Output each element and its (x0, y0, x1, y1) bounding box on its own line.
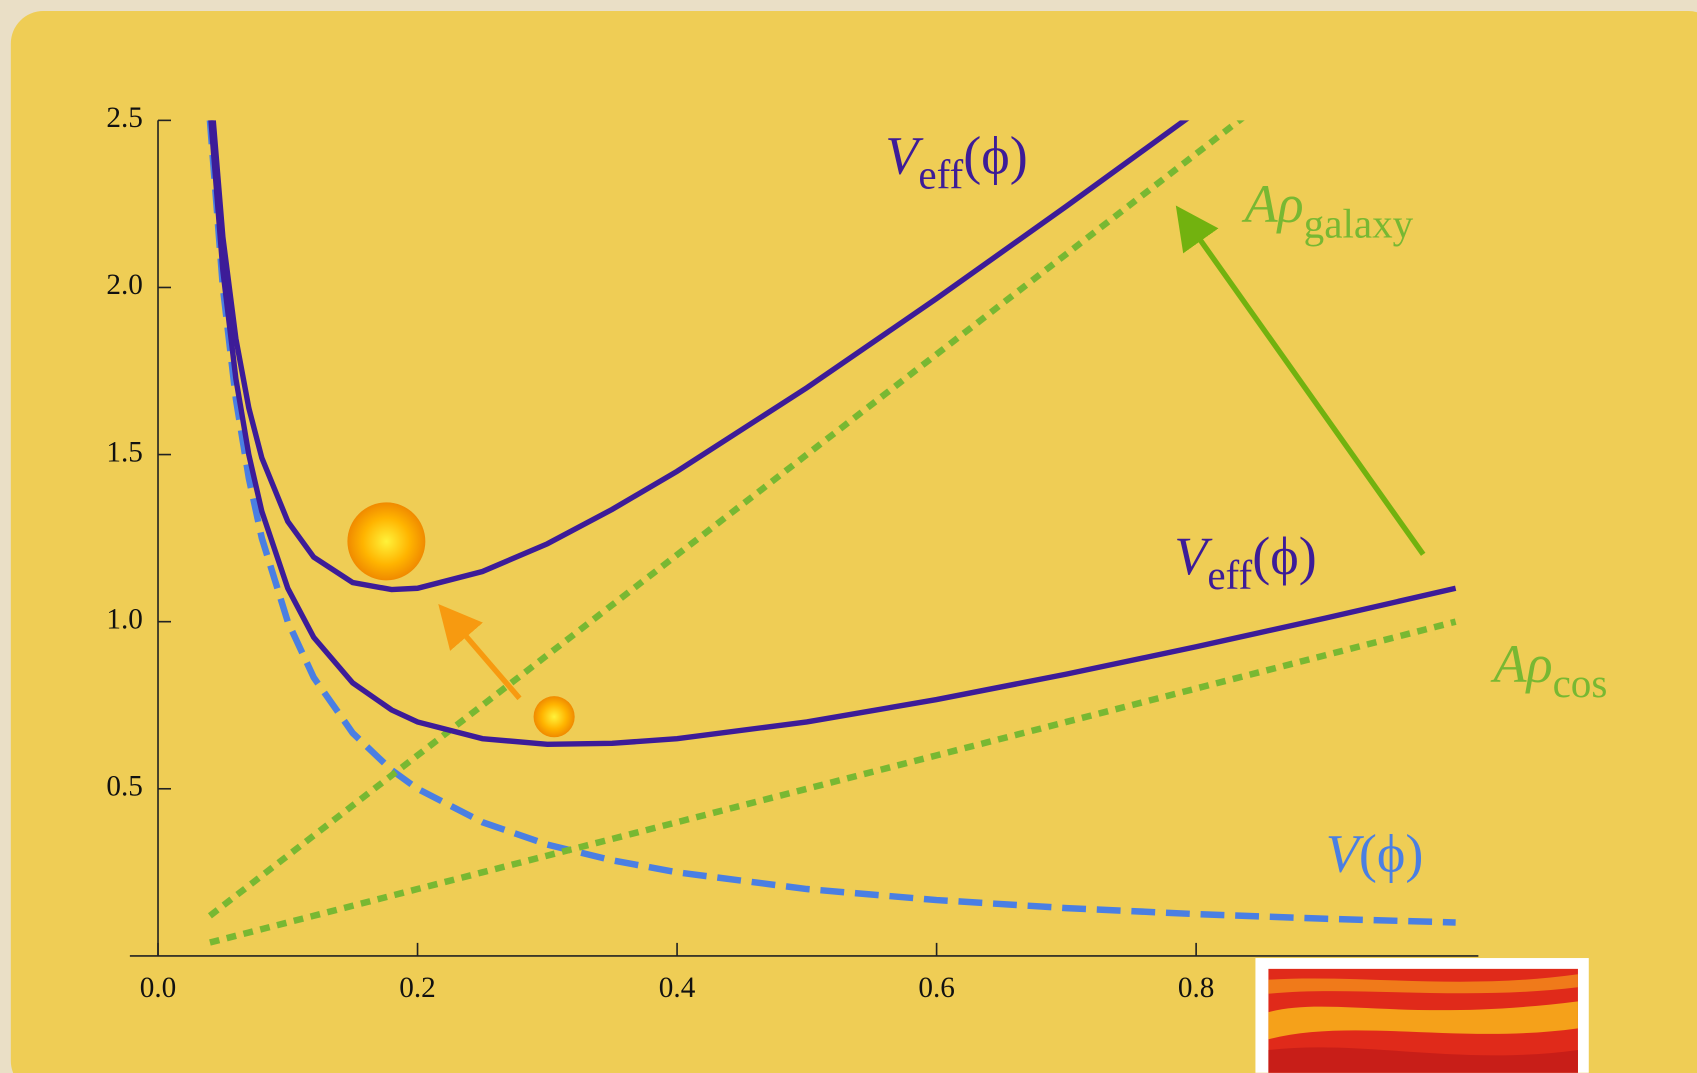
label-sub: cos (1553, 660, 1608, 706)
label-base: Aρ (1242, 174, 1304, 234)
x-tick-label: 0.4 (659, 972, 696, 1004)
label-sub: galaxy (1304, 200, 1414, 246)
x-tick-label: 0.6 (918, 972, 955, 1004)
x-tick-label: 0.8 (1178, 972, 1215, 1004)
x-tick-label: 0.2 (399, 972, 436, 1004)
y-tick-label: 2.0 (106, 269, 143, 301)
y-tick-label: 1.5 (106, 436, 143, 468)
ball (347, 502, 425, 580)
series-label: V(ϕ) (1326, 823, 1424, 883)
label-tail: (ϕ) (963, 125, 1028, 185)
label-tail: (ϕ) (1252, 526, 1317, 586)
y-tick-label: 0.5 (106, 770, 143, 802)
page: {"chart_data": {"type": "line", "x": [0.… (0, 0, 1697, 1073)
chart: 0.00.20.40.60.80.51.01.52.02.5 V(ϕ)Aρcos… (0, 0, 1697, 1073)
label-sub: eff (918, 152, 963, 198)
label-tail: (ϕ) (1359, 823, 1424, 883)
label-base: Aρ (1491, 634, 1553, 694)
thumbnail (1255, 958, 1588, 1073)
x-tick-label: 0.0 (140, 972, 177, 1004)
y-tick-label: 1.0 (106, 603, 143, 635)
ball (534, 696, 575, 737)
label-sub: eff (1207, 552, 1252, 598)
y-tick-label: 2.5 (106, 102, 143, 134)
